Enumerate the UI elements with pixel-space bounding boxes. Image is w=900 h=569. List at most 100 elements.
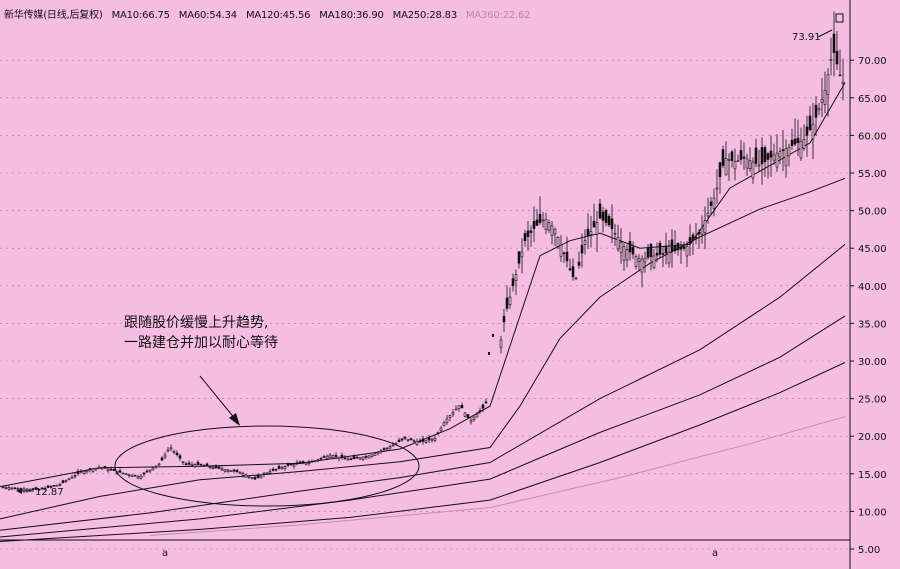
candle-body: [499, 339, 503, 348]
candle-body: [664, 245, 668, 254]
candle-265: [808, 106, 812, 132]
candle-body: [754, 147, 758, 164]
candle-body: [313, 460, 317, 462]
candle-body: [307, 462, 311, 464]
candle-body: [721, 149, 725, 166]
candle-117: [352, 454, 356, 460]
candle-body: [166, 449, 170, 452]
candle-body: [439, 427, 443, 431]
candle-body: [268, 471, 272, 474]
candle-172: [529, 225, 533, 247]
candle-31: [94, 467, 98, 472]
candle-273: [832, 11, 836, 77]
candle-body: [88, 468, 92, 470]
candle-body: [826, 74, 830, 95]
candle-264: [805, 115, 809, 157]
candle-body: [427, 437, 431, 441]
candle-body: [505, 297, 509, 309]
candle-194: [595, 211, 599, 253]
candle-13: [40, 487, 44, 490]
candle-112: [337, 456, 341, 462]
candle-217: [664, 232, 668, 265]
candle-159: [478, 407, 482, 415]
candle-body: [478, 410, 482, 412]
candle-body: [79, 470, 83, 473]
candle-216: [661, 246, 665, 268]
candle-body: [190, 464, 194, 466]
candle-body: [526, 230, 530, 237]
candle-60: [181, 461, 185, 466]
ma60-label: MA60:54.34: [178, 10, 237, 21]
candle-body: [550, 225, 554, 236]
candle-body: [523, 233, 527, 241]
candle-body: [226, 469, 230, 472]
candle-214: [655, 242, 659, 263]
candle-body: [613, 232, 617, 235]
ma250-line: [0, 362, 846, 542]
chart-header: 新华传媒(日线,后复权) MA10:66.75 MA60:54.34 MA120…: [4, 6, 536, 21]
candle-77: [232, 468, 236, 473]
candle-234: [715, 169, 719, 204]
candle-body: [316, 459, 320, 461]
candle-244: [745, 153, 749, 176]
candle-body: [100, 467, 104, 469]
candle-110: [331, 454, 335, 460]
candle-140: [421, 435, 425, 445]
candle-82: [247, 475, 251, 480]
candle-270: [823, 71, 827, 114]
candle-171: [526, 221, 530, 251]
candle-body: [328, 454, 332, 458]
candle-body: [790, 139, 794, 146]
candle-body: [424, 440, 428, 443]
candle-33: [100, 467, 104, 471]
candle-34: [103, 465, 107, 469]
candle-body: [409, 438, 413, 441]
candle-body: [637, 258, 641, 262]
candle-250: [763, 145, 767, 177]
candle-body: [709, 201, 713, 206]
candle-261: [796, 119, 800, 157]
candle-body: [655, 252, 659, 256]
candle-body: [295, 462, 299, 465]
candle-body: [778, 151, 782, 158]
candle-254: [775, 134, 779, 172]
candle-body: [514, 274, 518, 282]
candle-body: [631, 246, 635, 255]
candle-body: [349, 458, 353, 460]
candle-body: [502, 316, 506, 323]
candle-242: [739, 139, 743, 165]
candle-body: [310, 460, 314, 463]
candle-body: [241, 473, 245, 476]
candle-body: [193, 464, 197, 468]
y-tick-label-10: 55.00: [858, 169, 887, 180]
candle-body: [670, 239, 674, 252]
candle-body: [583, 240, 587, 245]
candle-125: [376, 451, 380, 456]
candle-135: [406, 438, 410, 443]
candle-76: [229, 470, 233, 472]
candle-body: [682, 246, 686, 249]
candle-181: [556, 236, 560, 250]
candle-269: [820, 77, 824, 118]
candle-98: [295, 459, 299, 466]
price-markers: 73.91 12.87: [16, 13, 844, 498]
candle-176: [541, 211, 545, 228]
low-price-label: 12.87: [35, 487, 64, 498]
candle-body: [805, 126, 809, 136]
candle-229: [700, 215, 704, 244]
y-tick-label-6: 35.00: [858, 319, 887, 330]
candle-body: [388, 446, 392, 449]
candle-48: [145, 469, 149, 473]
candle-104: [313, 460, 317, 463]
y-tick-label-2: 15.00: [858, 470, 887, 481]
candle-body: [724, 158, 728, 176]
candle-body: [103, 466, 107, 469]
candle-body: [547, 222, 551, 231]
candle-body: [460, 404, 464, 409]
candle-23: [70, 475, 74, 479]
candle-232: [709, 197, 713, 215]
ma360-line: [149, 416, 846, 536]
candle-267: [814, 96, 818, 136]
candle-body: [346, 458, 350, 461]
